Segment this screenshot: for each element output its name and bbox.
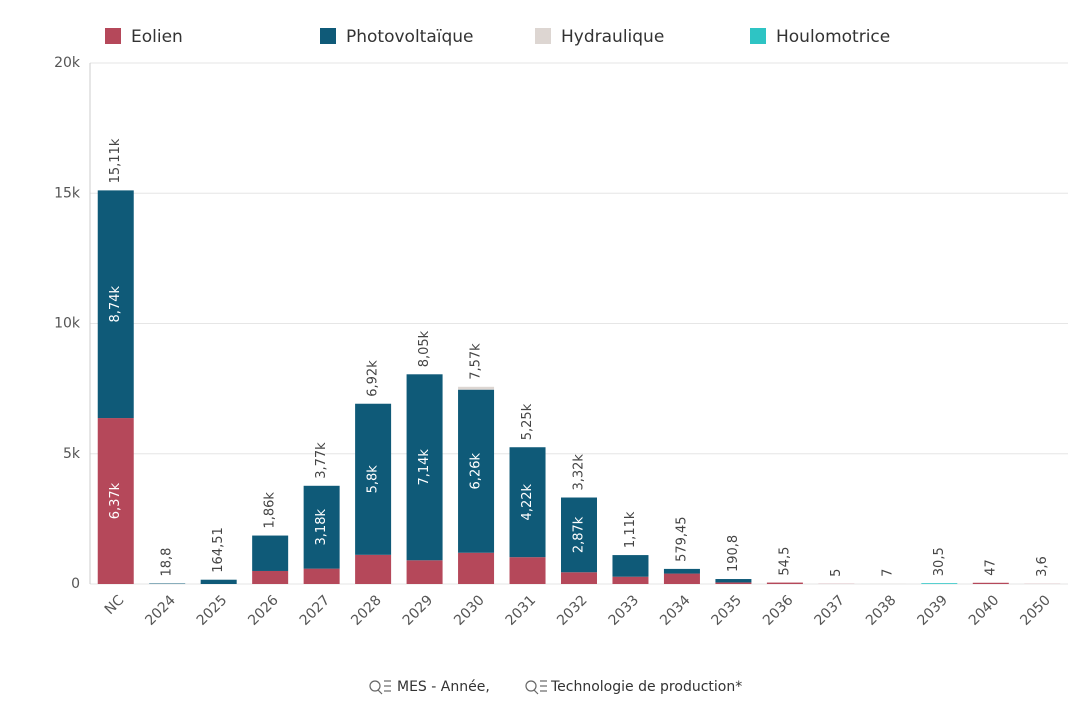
total-label: 54,5 — [777, 547, 792, 576]
total-label: 5,25k — [520, 403, 535, 440]
bar-segment — [972, 582, 1009, 584]
x-tick-label: 2030 — [451, 592, 488, 629]
bar-segment — [612, 555, 649, 577]
legend-swatch — [535, 28, 551, 44]
bar-segment — [97, 190, 134, 419]
legend-label: Photovoltaïque — [346, 27, 474, 47]
x-tick-label: 2039 — [914, 592, 951, 629]
bar-segment — [97, 418, 134, 584]
segment-label: 6,26k — [469, 453, 484, 490]
legend-label: Hydraulique — [561, 27, 664, 47]
total-label: 190,8 — [726, 535, 741, 572]
x-tick-label: 2027 — [297, 592, 334, 629]
segment-label: 3,18k — [314, 509, 329, 546]
bar-segment — [766, 582, 803, 584]
bar-segment — [663, 568, 700, 574]
bar-segment — [458, 386, 495, 390]
x-tick-label: 2032 — [554, 592, 591, 629]
bar-segment — [252, 570, 289, 584]
legend-swatch — [105, 28, 121, 44]
x-tick-label: 2040 — [966, 592, 1003, 629]
x-tick-label: 2038 — [863, 592, 900, 629]
bar-segment — [663, 573, 700, 584]
total-label: 7,57k — [469, 343, 484, 380]
bar-segment — [458, 389, 495, 553]
total-label: 3,32k — [572, 454, 587, 491]
bar-segment — [715, 582, 752, 584]
x-tick-label: NC — [102, 592, 128, 618]
x-tick-label: 2031 — [503, 592, 540, 629]
bar-segment — [200, 579, 237, 584]
total-label: 30,5 — [932, 547, 947, 576]
total-label: 3,77k — [314, 442, 329, 479]
segment-label: 4,22k — [520, 483, 535, 520]
x-tick-label: 2025 — [194, 592, 231, 629]
x-tick-label: 2026 — [245, 592, 282, 629]
total-label: 6,92k — [366, 360, 381, 397]
x-tick-label: 2029 — [400, 592, 437, 629]
bar-segment — [561, 497, 597, 573]
x-tick-label: 2037 — [812, 592, 849, 629]
legend-swatch — [320, 28, 336, 44]
bar-segment — [921, 583, 958, 584]
total-label: 3,6 — [1035, 556, 1050, 577]
bar-segment — [355, 403, 392, 555]
x-axis-label: Technologie de production* — [550, 679, 742, 695]
total-label: 1,86k — [263, 492, 278, 529]
x-tick-label: 2050 — [1017, 592, 1054, 629]
total-label: 1,11k — [623, 511, 638, 548]
legend-label: Houlomotrice — [776, 27, 890, 47]
bar-segment — [509, 557, 546, 584]
total-label: 47 — [983, 559, 998, 576]
segment-label: 6,37k — [108, 482, 123, 519]
legend-swatch — [750, 28, 766, 44]
total-label: 15,11k — [108, 138, 123, 183]
bar-segment — [406, 374, 443, 561]
bar-segment — [715, 579, 752, 583]
total-label: 7 — [880, 569, 895, 577]
y-tick-label: 10k — [54, 316, 81, 332]
bar-segment — [509, 447, 546, 558]
x-tick-label: 2028 — [348, 592, 385, 629]
bar-segment — [252, 535, 289, 571]
bar-segment — [458, 552, 495, 584]
x-tick-label: 2034 — [657, 592, 694, 629]
segment-label: 7,14k — [417, 449, 432, 486]
bar-segment — [406, 560, 443, 584]
x-tick-label: 2024 — [142, 592, 179, 629]
segment-label: 5,8k — [366, 465, 381, 494]
segment-label: 8,74k — [108, 286, 123, 323]
total-label: 164,51 — [211, 527, 226, 573]
total-label: 579,45 — [674, 516, 689, 562]
x-tick-label: 2036 — [760, 592, 797, 629]
total-label: 18,8 — [160, 548, 175, 577]
legend-label: Eolien — [131, 27, 183, 47]
y-tick-label: 20k — [54, 55, 81, 71]
y-tick-label: 0 — [71, 576, 80, 592]
y-tick-label: 15k — [54, 185, 81, 201]
bar-segment — [612, 576, 649, 584]
total-label: 8,05k — [417, 330, 432, 367]
x-tick-label: 2033 — [606, 592, 643, 629]
segment-label: 2,87k — [572, 516, 587, 553]
footer-icon — [369, 680, 547, 695]
x-tick-label: 2035 — [709, 592, 746, 629]
x-axis-label: MES - Année, — [397, 679, 490, 695]
bar-segment — [355, 554, 392, 584]
total-label: 5 — [829, 569, 844, 577]
bar-segment — [561, 572, 597, 584]
y-tick-label: 5k — [63, 446, 81, 462]
bar-segment — [303, 568, 340, 584]
bar-segment — [303, 485, 340, 569]
